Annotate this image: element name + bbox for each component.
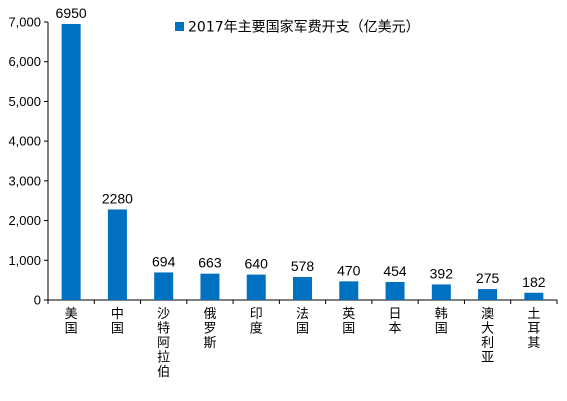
y-tick-label: 0: [34, 293, 41, 308]
legend: 2017年主要国家军费开支（亿美元）: [175, 19, 420, 36]
legend-swatch: [175, 22, 184, 31]
category-label: 美国: [65, 307, 78, 337]
data-labels: 6950 2280 694 663 640 578 470 454 392 275 182: [56, 5, 546, 290]
data-label: 182: [522, 274, 546, 290]
data-label: 470: [337, 262, 361, 278]
category-label: 澳大利亚: [481, 306, 494, 366]
y-tick-label: 4,000: [8, 134, 41, 149]
bar: [339, 281, 359, 300]
data-label: 2280: [102, 190, 133, 206]
bar: [107, 209, 127, 300]
category-label: 中国: [111, 307, 124, 337]
bar: [524, 292, 544, 300]
bar: [478, 289, 498, 300]
y-tick-label: 3,000: [8, 173, 41, 188]
x-axis: [47, 299, 558, 304]
bar: [385, 281, 405, 300]
category-label: 沙特阿拉伯: [157, 307, 170, 380]
bar: [246, 274, 266, 300]
data-label: 663: [198, 255, 222, 271]
bar: [200, 273, 220, 300]
bar: [61, 23, 81, 300]
bar: [293, 277, 312, 300]
data-label: 640: [245, 256, 269, 272]
data-label: 694: [152, 253, 176, 269]
bars: [61, 23, 544, 300]
data-label: 275: [476, 270, 500, 286]
y-tick-label: 2,000: [8, 213, 41, 228]
y-tick-label: 6,000: [8, 54, 41, 69]
legend-label: 2017年主要国家军费开支（亿美元）: [188, 19, 420, 36]
y-tick-label: 7,000: [8, 15, 41, 30]
bar: [154, 272, 174, 300]
category-label: 英国: [342, 307, 355, 337]
category-label: 日本: [389, 307, 402, 337]
data-label: 6950: [56, 5, 87, 21]
y-tick-label: 1,000: [8, 253, 41, 268]
y-tick-label: 5,000: [8, 94, 41, 109]
y-axis: 0 1,000 2,000 3,000 4,000 5,000 6,000 7,000: [8, 15, 49, 308]
category-label: 法国: [296, 307, 309, 337]
data-label: 454: [383, 263, 407, 279]
category-label: 印度: [250, 307, 263, 337]
category-labels: 美国 中国 沙特阿拉伯 俄罗斯 印度 法国 英国 日本 韩国 澳大利亚 土耳其: [65, 306, 541, 380]
category-label: 土耳其: [527, 307, 540, 351]
data-label: 578: [291, 258, 315, 274]
category-label: 俄罗斯: [203, 307, 216, 351]
data-label: 392: [430, 265, 454, 281]
category-label: 韩国: [435, 307, 448, 337]
bar: [431, 284, 451, 300]
